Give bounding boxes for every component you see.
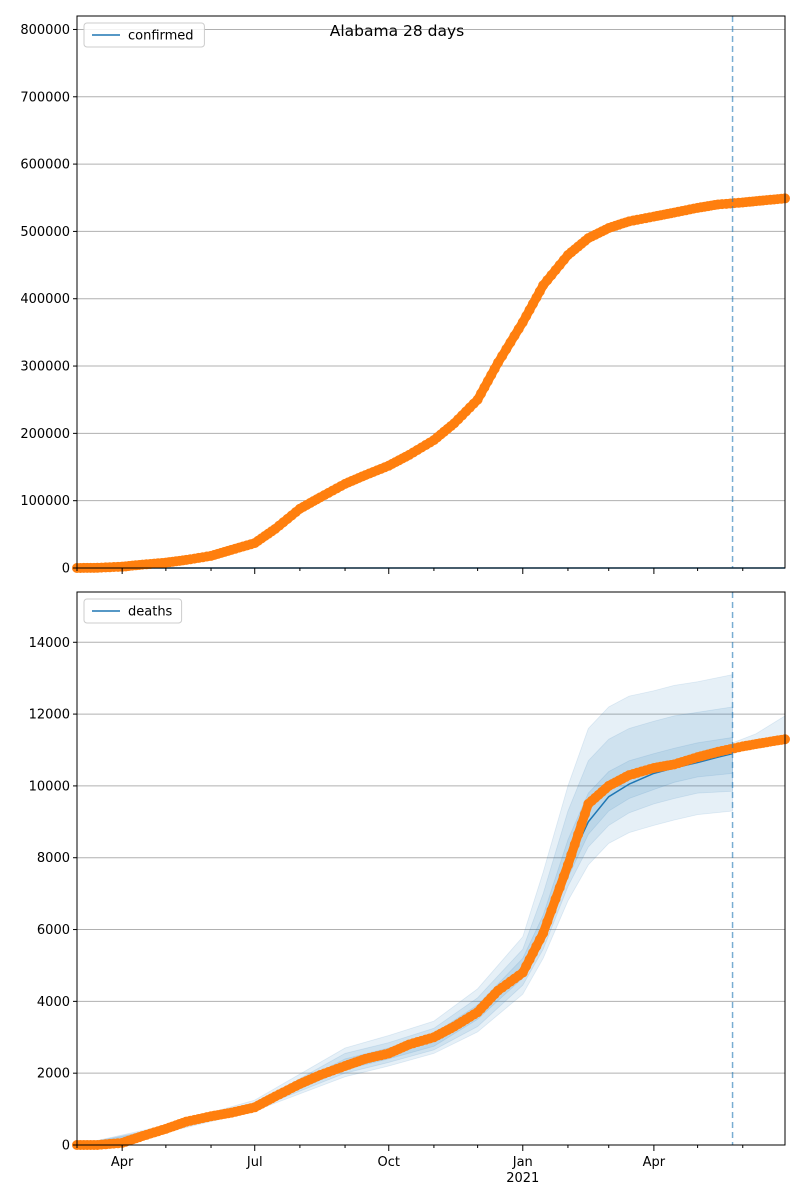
observed-marker (513, 970, 524, 981)
confirmed-panel: 0 100000 200000 300000 400000 500000 600000 700… (20, 15, 790, 577)
x-axis-ticks (76, 568, 744, 574)
legend-box (83, 22, 205, 48)
observed-marker (468, 398, 479, 409)
observed-marker (266, 1093, 277, 1104)
y-tick-label: 300000 (20, 360, 70, 375)
chart-title: Alabama 28 days (330, 22, 465, 40)
y-tick-label: 4000 (37, 995, 70, 1010)
x-axis-year-label: 2021 (506, 1171, 539, 1186)
observed-marker (400, 451, 411, 462)
x-tick-label: Apr (643, 1155, 666, 1170)
y-axis-ticks: 0 2000 4000 6000 8000 10000 12000 14000 (29, 636, 77, 1154)
observed-marker (513, 324, 524, 335)
observed-point (562, 859, 573, 870)
observed-marker (534, 934, 545, 945)
uncertainty-bands (76, 674, 786, 1146)
observed-marker (290, 1081, 301, 1092)
y-tick-label: 100000 (20, 494, 70, 509)
y-axis-ticks: 0 100000 200000 300000 400000 500000 600000 700… (20, 23, 77, 577)
observed-marker (534, 286, 545, 297)
observed-marker (424, 1033, 435, 1044)
observed-marker (445, 421, 456, 432)
observed-marker (542, 916, 553, 927)
x-tick-label: Apr (111, 1155, 134, 1170)
y-tick-label: 14000 (29, 636, 70, 651)
observed-marker (546, 905, 557, 916)
legend: deaths (83, 598, 183, 624)
y-tick-label: 12000 (29, 708, 70, 723)
y-tick-label: 6000 (37, 923, 70, 938)
observed-marker (776, 193, 787, 204)
observed-marker (335, 1062, 346, 1073)
y-tick-label: 400000 (20, 292, 70, 307)
observed-marker (733, 742, 744, 753)
legend-label: confirmed (128, 29, 194, 44)
y-tick-label: 2000 (37, 1067, 70, 1082)
y-gridlines (77, 28, 785, 569)
observed-marker (290, 507, 301, 518)
observed-marker (709, 747, 720, 758)
legend-label: deaths (128, 605, 173, 620)
observed-marker (558, 255, 569, 266)
observed-marker (266, 526, 277, 537)
observed-marker (201, 1112, 212, 1123)
observed-points (72, 193, 790, 573)
observed-marker (644, 764, 655, 775)
observed-points (72, 734, 790, 1150)
axes-frame (76, 591, 786, 1146)
axes-frame (76, 15, 786, 569)
observed-marker (550, 894, 561, 905)
observed-marker (573, 829, 584, 840)
observed-marker (177, 555, 188, 566)
observed-marker (445, 1023, 456, 1034)
y-tick-label: 8000 (37, 851, 70, 866)
deaths-panel: 0 2000 4000 6000 8000 10000 12000 14000 Apr Jul O… (29, 591, 790, 1186)
y-tick-label: 700000 (20, 90, 70, 105)
observed-marker (177, 1117, 188, 1128)
observed-marker (468, 1009, 479, 1020)
observed-marker (566, 849, 577, 860)
y-tick-label: 600000 (20, 158, 70, 173)
y-tick-label: 0 (62, 1139, 70, 1154)
observed-marker (113, 561, 124, 572)
observed-marker (134, 559, 145, 570)
observed-marker (335, 481, 346, 492)
x-axis-ticks: Apr Jul Oct Jan Apr (76, 1145, 744, 1170)
observed-marker (644, 212, 655, 223)
observed-marker (156, 557, 167, 568)
observed-marker (569, 839, 580, 850)
observed-marker (576, 819, 587, 830)
observed-marker (620, 217, 631, 228)
observed-marker (489, 989, 500, 1000)
y-tick-label: 800000 (20, 23, 70, 38)
observed-marker (558, 871, 569, 882)
observed-marker (424, 437, 435, 448)
x-tick-label: Oct (378, 1155, 400, 1170)
observed-marker (554, 882, 565, 893)
y-tick-label: 500000 (20, 225, 70, 240)
observed-trace (72, 193, 790, 573)
observed-marker (620, 771, 631, 782)
observed-marker (113, 1138, 124, 1149)
observed-marker (776, 734, 787, 745)
observed-marker (579, 809, 590, 820)
observed-marker (489, 363, 500, 374)
x-tick-label: Jul (246, 1155, 263, 1170)
legend: confirmed (83, 22, 205, 48)
legend-box (83, 598, 183, 624)
observed-marker (733, 197, 744, 208)
y-tick-label: 0 (62, 562, 70, 577)
observed-marker (709, 200, 720, 211)
observed-marker (311, 1071, 322, 1082)
observed-marker (201, 551, 212, 562)
observed-marker (400, 1040, 411, 1051)
y-tick-label: 10000 (29, 779, 70, 794)
x-tick-label: Jan (512, 1155, 533, 1170)
y-tick-label: 200000 (20, 427, 70, 442)
observed-marker (311, 494, 322, 505)
